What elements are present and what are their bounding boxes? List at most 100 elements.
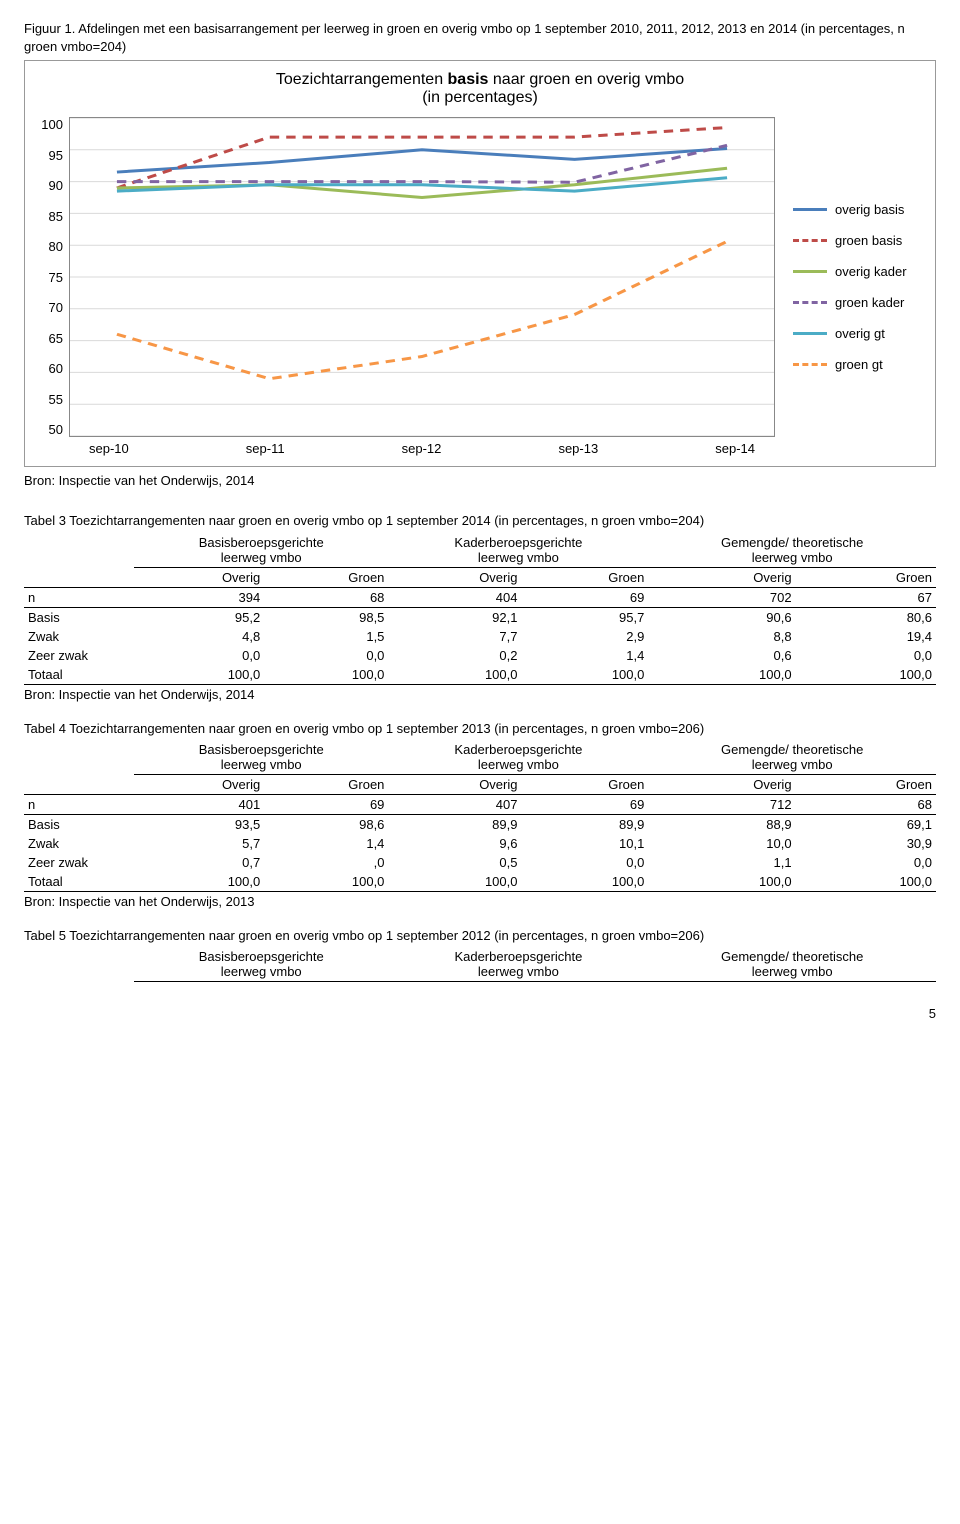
table5: Basisberoepsgerichteleerweg vmboKaderber… [24, 947, 936, 982]
table-cell: 89,9 [388, 814, 521, 834]
table-cell: 10,0 [648, 834, 795, 853]
table-cell: 100,0 [134, 872, 264, 892]
table-cell: 100,0 [388, 665, 521, 685]
sub-column: Groen [264, 774, 388, 794]
legend-swatch [793, 208, 827, 211]
sub-column: Groen [264, 567, 388, 587]
row-label: Zeer zwak [24, 646, 134, 665]
page-number: 5 [24, 1006, 936, 1021]
table-cell: 100,0 [388, 872, 521, 892]
column-group: Basisberoepsgerichteleerweg vmbo [134, 533, 388, 568]
figure-source: Bron: Inspectie van het Onderwijs, 2014 [24, 473, 936, 488]
table-cell: 0,0 [264, 646, 388, 665]
table-cell: 10,1 [521, 834, 648, 853]
y-tick: 50 [35, 422, 63, 437]
table-cell: 0,0 [134, 646, 264, 665]
chart-title: Toezichtarrangementen basis naar groen e… [35, 71, 925, 107]
table-cell: 0,2 [388, 646, 521, 665]
table-cell: ,0 [264, 853, 388, 872]
table-cell: 1,5 [264, 627, 388, 646]
row-label: Zeer zwak [24, 853, 134, 872]
table-cell: 92,1 [388, 607, 521, 627]
table3-caption: Tabel 3 Toezichtarrangementen naar groen… [24, 512, 936, 530]
table-cell: 100,0 [134, 665, 264, 685]
y-tick: 90 [35, 178, 63, 193]
y-tick: 100 [35, 117, 63, 132]
sub-column: Overig [648, 774, 795, 794]
x-tick: sep-14 [715, 441, 755, 456]
legend-label: groen basis [835, 233, 902, 248]
row-label: Zwak [24, 834, 134, 853]
column-group: Kaderberoepsgerichteleerweg vmbo [388, 533, 648, 568]
legend-item: groen kader [793, 295, 925, 310]
row-label: Zwak [24, 627, 134, 646]
table-cell: 0,6 [648, 646, 795, 665]
x-tick: sep-13 [558, 441, 598, 456]
table-cell: 100,0 [264, 665, 388, 685]
table-cell: 2,9 [521, 627, 648, 646]
x-axis-ticks: sep-10 sep-11 sep-12 sep-13 sep-14 [69, 437, 775, 456]
table-cell: 69 [521, 794, 648, 814]
legend-item: overig gt [793, 326, 925, 341]
table-cell: 95,7 [521, 607, 648, 627]
table-cell: 100,0 [648, 665, 795, 685]
table-cell: 0,0 [796, 646, 936, 665]
table-cell: 4,8 [134, 627, 264, 646]
table-cell: 89,9 [521, 814, 648, 834]
table-cell: 7,7 [388, 627, 521, 646]
table-cell: 30,9 [796, 834, 936, 853]
table-cell: 1,4 [264, 834, 388, 853]
sub-column: Overig [388, 774, 521, 794]
y-tick: 75 [35, 270, 63, 285]
y-tick: 80 [35, 239, 63, 254]
legend-swatch [793, 363, 827, 366]
table-cell: 407 [388, 794, 521, 814]
x-tick: sep-11 [246, 441, 285, 456]
table4-source: Bron: Inspectie van het Onderwijs, 2013 [24, 894, 936, 909]
legend-label: overig gt [835, 326, 885, 341]
legend-label: groen gt [835, 357, 883, 372]
table-cell: 100,0 [796, 872, 936, 892]
table-cell: 69,1 [796, 814, 936, 834]
table-cell: 8,8 [648, 627, 795, 646]
table-cell: 100,0 [796, 665, 936, 685]
sub-column: Overig [648, 567, 795, 587]
table-cell: 394 [134, 587, 264, 607]
legend-swatch [793, 239, 827, 242]
sub-column: Overig [134, 774, 264, 794]
figure-caption: Figuur 1. Afdelingen met een basisarrang… [24, 20, 936, 56]
y-tick: 85 [35, 209, 63, 224]
legend-label: overig kader [835, 264, 907, 279]
y-tick: 70 [35, 300, 63, 315]
table-cell: 68 [264, 587, 388, 607]
table-cell: 100,0 [521, 872, 648, 892]
x-tick: sep-12 [402, 441, 442, 456]
y-axis-ticks: 10095908580757065605550 [35, 117, 69, 437]
chart-legend: overig basisgroen basisoverig kadergroen… [775, 117, 925, 456]
row-label: Totaal [24, 665, 134, 685]
table-cell: 0,0 [796, 853, 936, 872]
chart-title-suffix: naar groen en overig vmbo [488, 71, 684, 88]
sub-column: Groen [521, 567, 648, 587]
table-cell: 0,5 [388, 853, 521, 872]
row-label: n [24, 587, 134, 607]
table-cell: 100,0 [648, 872, 795, 892]
y-tick: 65 [35, 331, 63, 346]
table-cell: 0,7 [134, 853, 264, 872]
table-cell: 98,5 [264, 607, 388, 627]
row-label: n [24, 794, 134, 814]
table-cell: 100,0 [521, 665, 648, 685]
table-cell: 19,4 [796, 627, 936, 646]
x-tick: sep-10 [89, 441, 129, 456]
table-cell: 1,4 [521, 646, 648, 665]
table-cell: 0,0 [521, 853, 648, 872]
legend-item: overig kader [793, 264, 925, 279]
chart-subtitle: (in percentages) [422, 89, 538, 106]
chart-container: Toezichtarrangementen basis naar groen e… [24, 60, 936, 467]
sub-column: Overig [134, 567, 264, 587]
legend-swatch [793, 270, 827, 273]
y-tick: 55 [35, 392, 63, 407]
column-group: Basisberoepsgerichteleerweg vmbo [134, 947, 388, 982]
y-tick: 95 [35, 148, 63, 163]
legend-item: groen basis [793, 233, 925, 248]
